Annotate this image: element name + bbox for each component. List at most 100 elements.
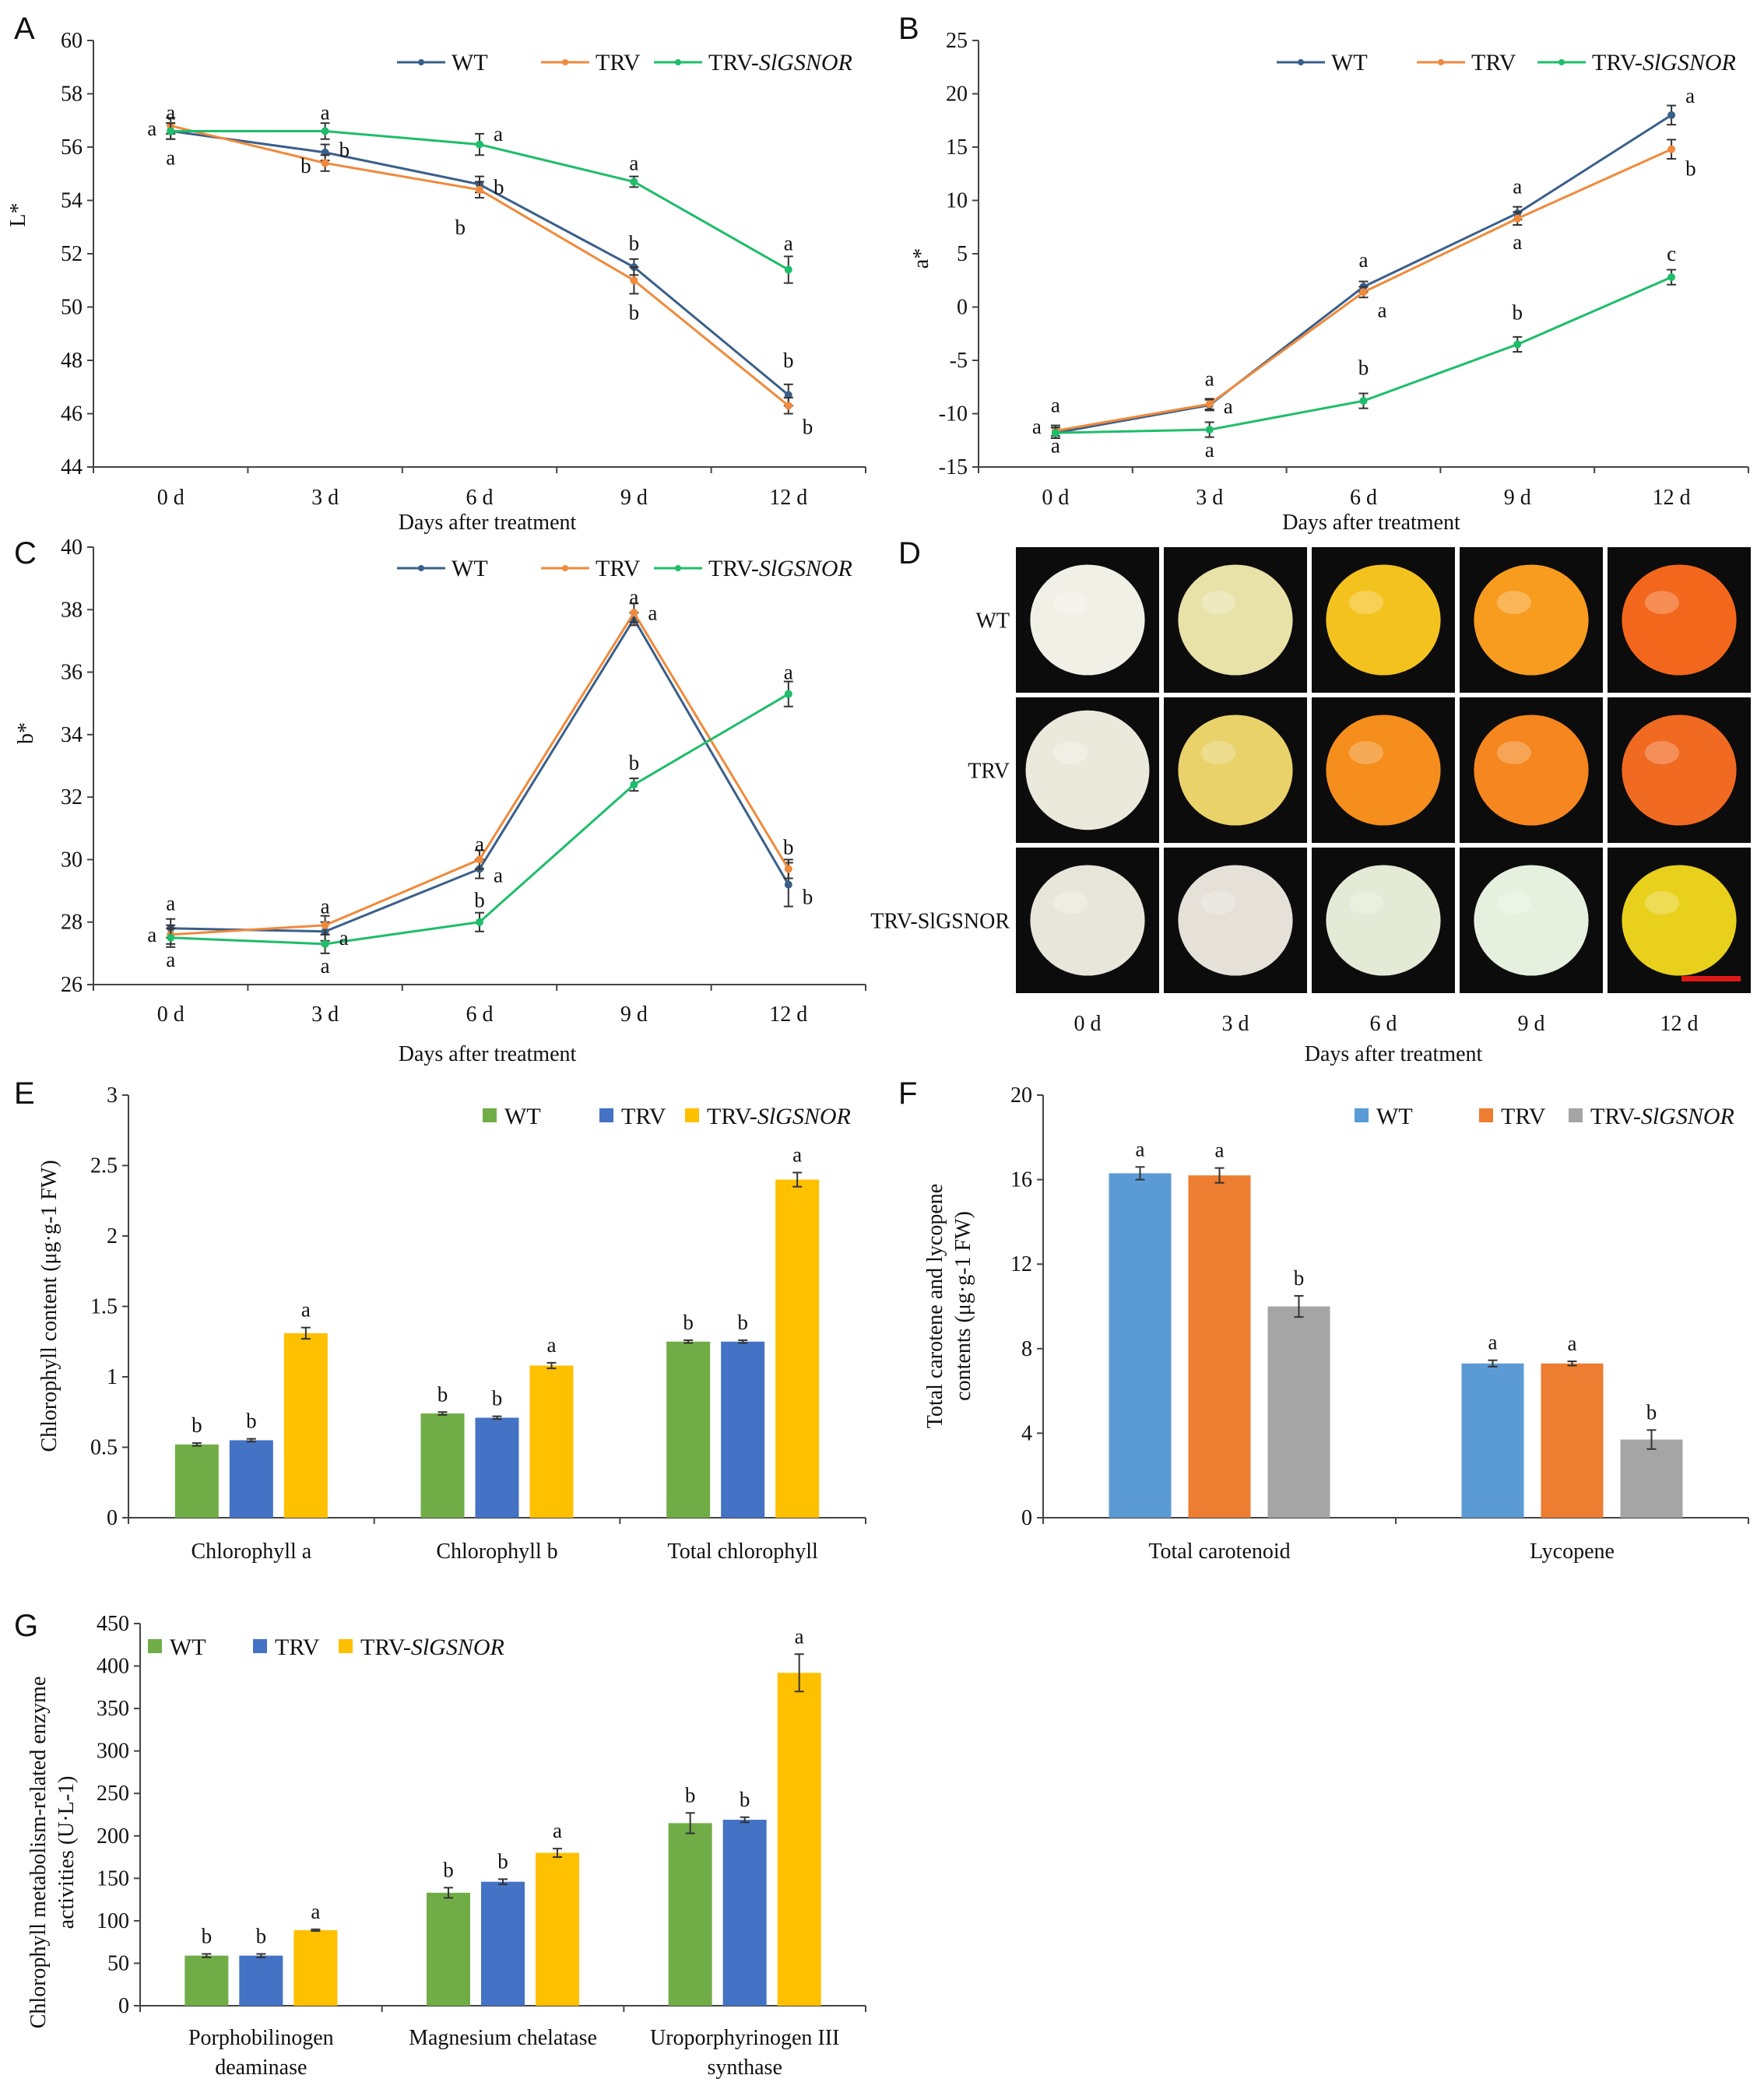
- column-label: 6 d: [1370, 1012, 1397, 1036]
- legend-marker: [675, 565, 681, 571]
- data-point: [1359, 288, 1368, 297]
- significance-letter: b: [1646, 1400, 1657, 1424]
- y-tick-label: 0: [107, 1506, 118, 1530]
- legend-marker: [418, 59, 424, 65]
- fruit: [1025, 710, 1150, 830]
- y-tick-label: 25: [946, 29, 968, 53]
- bar: [529, 1365, 574, 1518]
- significance-letter: b: [202, 1924, 213, 1947]
- fruit: [1474, 865, 1589, 976]
- fruit-highlight: [1052, 891, 1088, 915]
- fruit-highlight: [1200, 741, 1236, 765]
- x-axis-title: Days after treatment: [399, 511, 577, 535]
- significance-letter: a: [792, 1143, 802, 1167]
- y-tick-label: 20: [1010, 1083, 1032, 1108]
- significance-letter: a: [1513, 175, 1522, 198]
- data-point: [321, 939, 329, 948]
- data-point: [784, 402, 792, 410]
- significance-letter: a: [1136, 1137, 1145, 1160]
- y-tick-label: 60: [61, 29, 83, 53]
- x-tick-label: 6 d: [466, 486, 494, 510]
- x-tick-label: Total carotenoid: [1148, 1540, 1290, 1564]
- bar: [475, 1417, 519, 1518]
- fruit: [1326, 564, 1441, 676]
- legend-swatch: [253, 1639, 267, 1653]
- y-tick-label: 44: [61, 455, 83, 479]
- significance-letter: b: [1358, 356, 1369, 380]
- y-tick-label: -15: [939, 455, 968, 479]
- bar: [1461, 1363, 1524, 1518]
- significance-letter: a: [166, 892, 175, 915]
- data-point: [1667, 273, 1676, 282]
- y-tick-label: 20: [946, 83, 968, 107]
- column-label: 12 d: [1660, 1012, 1699, 1036]
- x-tick-label: Porphobilinogen deaminase: [188, 2026, 334, 2080]
- legend-label: TRV: [1501, 1104, 1546, 1129]
- data-point: [167, 127, 175, 135]
- significance-letter: b: [474, 889, 485, 912]
- data-point: [321, 159, 329, 167]
- significance-letter: b: [1685, 156, 1696, 180]
- panel-f: F 0 4 8 12 16 20 Total carotenoid Lycopene Total …: [898, 1076, 1749, 1564]
- data-point: [1667, 111, 1676, 119]
- bar: [777, 1673, 821, 2006]
- y-tick-label: 54: [61, 189, 83, 213]
- significance-letter: a: [1051, 434, 1060, 458]
- bar: [1188, 1175, 1251, 1518]
- data-point: [1205, 400, 1214, 409]
- panel-letter-d: D: [898, 536, 921, 571]
- significance-letter: b: [443, 1858, 454, 1881]
- fruit-highlight: [1496, 741, 1532, 765]
- bar: [1541, 1363, 1604, 1518]
- significance-letter: b: [256, 1924, 267, 1947]
- fruit: [1326, 865, 1441, 976]
- significance-letter: a: [166, 146, 175, 170]
- data-point: [1513, 214, 1522, 223]
- significance-letter: a: [1224, 395, 1233, 418]
- legend-swatch: [685, 1108, 699, 1122]
- bar: [668, 1823, 712, 2006]
- significance-letter: a: [321, 895, 330, 918]
- column-label: 0 d: [1074, 1012, 1102, 1036]
- bar: [184, 1955, 229, 2006]
- y-tick-label: -10: [939, 402, 968, 427]
- legend-marker: [1558, 59, 1565, 65]
- x-tick-label: Lycopene: [1530, 1540, 1615, 1564]
- legend-label: WT: [1376, 1104, 1413, 1129]
- bar: [481, 1881, 525, 2006]
- legend-swatch: [148, 1639, 162, 1653]
- fruit-highlight: [1348, 741, 1384, 765]
- x-tick-label: Chlorophyll b: [436, 1540, 557, 1564]
- x-tick-label: Chlorophyll a: [191, 1540, 311, 1564]
- significance-letter: c: [1667, 242, 1676, 265]
- panel-letter-b: B: [898, 12, 919, 46]
- y-tick-label: 32: [61, 785, 83, 809]
- significance-letter: a: [795, 1624, 804, 1648]
- data-point: [1667, 145, 1676, 153]
- significance-letter: b: [629, 231, 640, 255]
- significance-letter: b: [683, 1311, 694, 1334]
- fruit-highlight: [1200, 591, 1236, 615]
- significance-letter: b: [339, 138, 350, 161]
- y-tick-label: 4: [1021, 1421, 1032, 1445]
- y-tick-label: 50: [61, 296, 83, 320]
- significance-letter: a: [147, 117, 156, 140]
- y-tick-label: 16: [1010, 1168, 1032, 1192]
- y-tick-label: 250: [97, 1782, 129, 1806]
- bar: [229, 1440, 273, 1518]
- significance-letter: a: [1568, 1332, 1577, 1355]
- y-tick-label: 400: [97, 1655, 129, 1679]
- data-point: [784, 690, 792, 698]
- panel-a: A 44 46 48 50 52 54 56 58 60 0 d 3 d 6 d 9 d 12 d Days …: [6, 12, 866, 535]
- panel-e: E 0 0.5 1 1.5 2 2.5 3 Chlorophyll a Chlorophyll b…: [14, 1076, 866, 1564]
- y-tick-label: 1: [107, 1365, 118, 1389]
- legend-label: TRV: [621, 1104, 666, 1129]
- significance-letter: a: [1051, 394, 1060, 417]
- y-tick-label: 1.5: [90, 1295, 118, 1319]
- significance-letter: b: [494, 175, 504, 198]
- fruit: [1474, 564, 1589, 676]
- x-tick-label: 0 d: [157, 486, 184, 510]
- bar: [1267, 1306, 1330, 1518]
